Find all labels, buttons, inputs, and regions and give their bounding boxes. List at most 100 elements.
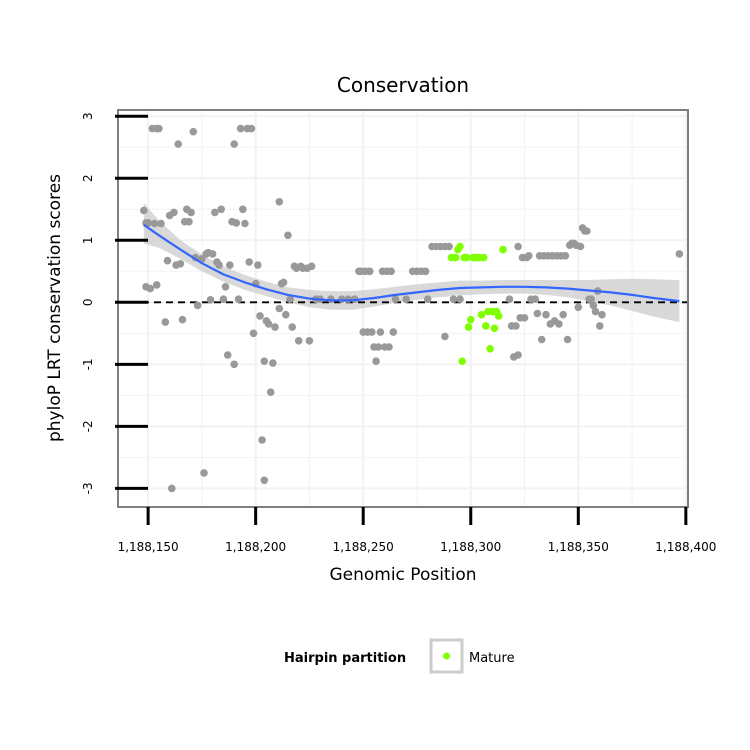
data-point [520,314,529,322]
data-point [140,206,148,215]
data-point [239,205,247,214]
data-point [423,295,432,304]
data-point [163,256,172,265]
data-point [385,343,393,351]
data-point [230,140,238,148]
data-point [234,295,243,304]
y-tick-label: 1 [81,236,95,244]
data-point [555,320,563,328]
data-point [241,219,249,228]
data-point [269,359,277,367]
mature-point [464,323,473,331]
data-point [264,320,273,328]
data-point [531,295,540,304]
y-axis: -3 -2 -1 0 1 2 3 [81,112,148,494]
mature-point [490,324,499,333]
data-point [307,262,316,271]
data-point [245,258,253,266]
mature-point [462,253,471,262]
data-point [514,351,522,359]
data-point [152,281,161,289]
panel-border [117,109,689,508]
data-point [286,295,294,304]
y-tick-label: 0 [81,298,95,306]
data-point [512,322,520,330]
data-point [445,242,454,251]
data-point [591,307,600,316]
x-axis-label: Genomic Position [329,565,476,585]
data-point [391,295,400,304]
y-tick-label: 2 [81,174,95,182]
data-point [574,303,583,312]
mature-point [451,253,460,262]
legend-title: Hairpin partition [284,651,406,666]
data-points [140,124,684,493]
data-point [232,219,241,227]
mature-point [494,312,503,320]
data-point [365,267,374,276]
data-point [174,140,182,148]
data-point [247,124,256,133]
data-point [146,284,155,293]
data-point [200,469,208,477]
data-point [576,242,585,251]
y-tick-label: 3 [81,112,95,120]
smooth-line [143,223,680,303]
data-point [441,332,449,341]
data-point [208,250,217,258]
legend-label-mature: Mature [469,651,515,666]
x-tick-label: 1,188,300 [440,540,501,554]
data-point [376,328,385,336]
data-point [675,250,684,258]
y-tick-label: -1 [81,358,95,370]
plot-panel [117,109,689,508]
legend-key-mature-dot [443,652,450,660]
data-point [561,252,570,260]
mature-point [467,315,475,324]
data-point [249,329,258,338]
data-point [284,231,292,240]
data-point [337,295,346,304]
data-point [215,261,223,269]
data-point [258,436,266,444]
data-point [185,217,193,226]
data-point [217,205,225,214]
data-point [583,227,591,235]
data-point [260,476,269,485]
data-point [155,124,163,133]
data-point [275,198,284,206]
data-point [157,219,165,228]
data-point [189,127,198,136]
y-tick-label: -2 [81,420,95,432]
chart-title: Conservation [337,73,469,97]
mature-point [458,357,467,366]
data-point [563,335,572,344]
data-point [387,267,396,276]
data-point [256,312,264,320]
data-point [505,295,514,304]
data-point [294,337,303,345]
y-tick-label: -3 [81,482,95,494]
x-tick-label: 1,188,150 [118,540,179,554]
data-point [282,310,290,319]
x-axis: 1,188,150 1,188,200 1,188,250 1,188,300 1,18… [118,507,716,554]
data-point [598,310,606,319]
data-point [402,295,411,304]
data-point [449,295,458,304]
data-point [221,283,230,291]
data-point [236,124,245,133]
data-point [275,304,284,313]
mature-point [486,345,494,353]
data-point [266,388,275,397]
mature-point [482,322,490,330]
data-point [170,208,178,217]
data-point [279,278,288,287]
data-point [178,315,187,324]
mature-point [479,253,488,262]
x-tick-label: 1,188,400 [655,540,716,554]
data-point [374,343,383,351]
panel-background [118,110,688,507]
data-point [206,296,215,304]
data-point [260,357,269,366]
